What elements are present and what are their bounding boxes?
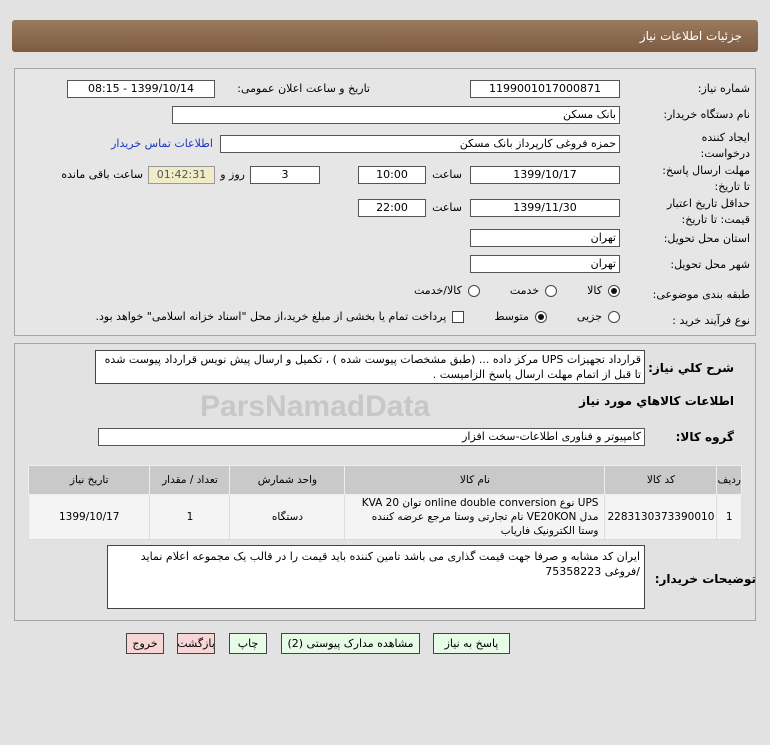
page-header: جزئیات اطلاعات نیاز (12, 20, 758, 52)
buyer-contact-link[interactable]: اطلاعات تماس خریدار (111, 137, 213, 150)
notes-label: توضیحات خریدار: (654, 572, 756, 586)
process-option-medium: متوسط (494, 310, 529, 323)
process-label: نوع فرآیند خرید : (672, 314, 750, 327)
print-button[interactable]: چاپ (229, 633, 267, 654)
remaining-label: ساعت باقی مانده (61, 168, 143, 181)
col-code: کد کالا (604, 465, 718, 495)
creator-label: ایجاد کننده درخواست: (700, 131, 750, 160)
category-option-goods: کالا (587, 284, 602, 297)
creator-field: حمزه فروغی کارپرداز بانک مسکن (220, 135, 620, 153)
deadline-time-field: 10:00 (358, 166, 426, 184)
validity-label: حداقل تاریخ اعتبار قیمت: تا تاریخ: (666, 197, 750, 226)
process-radio-minor[interactable] (608, 310, 620, 323)
city-label: شهر محل تحویل: (670, 258, 750, 271)
col-date: تاریخ نیاز (27, 465, 151, 495)
category-option-service: خدمت (509, 284, 540, 297)
need-number-label: شماره نیاز: (697, 82, 750, 95)
table-row: 1 2283130373390010 UPS نوع online double… (27, 494, 742, 540)
validity-time-field: 22:00 (358, 199, 426, 217)
category-radio-group: کالا خدمت کالا/خدمت (414, 284, 620, 297)
exit-button[interactable]: خروج (126, 633, 164, 654)
days-field: 3 (250, 166, 320, 184)
cell-code: 2283130373390010 (604, 494, 718, 540)
goods-table: ردیف کد کالا نام کالا واحد شمارش تعداد /… (27, 465, 742, 540)
goods-panel (14, 343, 756, 621)
watermark: ParsNamadData (200, 390, 431, 423)
cell-unit: دستگاه (229, 494, 346, 540)
page-title: جزئیات اطلاعات نیاز (639, 29, 742, 43)
cell-row: 1 (716, 494, 742, 540)
process-option-minor: جزیی (576, 310, 602, 323)
description-label: شرح کلي نیاز: (648, 361, 734, 375)
reply-button[interactable]: پاسخ به نیاز (433, 633, 510, 654)
notes-field: ایران کد مشابه و صرفا جهت قیمت گذاری می … (107, 545, 645, 609)
category-option-both: کالا/خدمت (414, 284, 462, 297)
category-label: طبقه بندی موضوعی: (652, 288, 750, 301)
col-qty: تعداد / مقدار (149, 465, 231, 495)
goods-section-title: اطلاعات کالاهاي مورد نیاز (579, 394, 734, 408)
cell-qty: 1 (149, 494, 231, 540)
deadline-time-label: ساعت (432, 168, 462, 181)
cell-name: UPS نوع online double conversion توان KV… (344, 494, 606, 540)
validity-time-label: ساعت (432, 201, 462, 214)
category-radio-both[interactable] (467, 284, 480, 297)
days-label: روز و (220, 168, 245, 181)
col-unit: واحد شمارش (229, 465, 346, 495)
remaining-time-field: 01:42:31 (148, 166, 215, 184)
announce-field: 1399/10/14 - 08:15 (67, 80, 215, 98)
province-field: تهران (470, 229, 620, 247)
treasury-checkbox[interactable] (452, 310, 465, 323)
payment-note: پرداخت تمام یا بخشی از مبلغ خرید،از محل … (95, 310, 447, 323)
province-label: استان محل تحویل: (663, 232, 750, 245)
attachments-button[interactable]: مشاهده مدارک پیوستی (2) (281, 633, 420, 654)
category-radio-goods[interactable] (608, 284, 620, 297)
city-field: تهران (470, 255, 620, 273)
buyer-field: بانک مسکن (172, 106, 620, 124)
cell-date: 1399/10/17 (27, 494, 151, 540)
process-radio-group: جزیی متوسط پرداخت تمام یا بخشی از مبلغ خ… (96, 310, 620, 323)
need-number-field: 1199001017000871 (470, 80, 620, 98)
back-button[interactable]: بازگشت (177, 633, 215, 654)
col-row: ردیف (716, 465, 742, 495)
deadline-date-field: 1399/10/17 (470, 166, 620, 184)
announce-label: تاریخ و ساعت اعلان عمومی: (237, 82, 370, 95)
process-radio-medium[interactable] (534, 310, 547, 323)
description-field: قرارداد تجهیزات UPS مرکز داده ... (طبق م… (95, 350, 645, 384)
validity-date-field: 1399/11/30 (470, 199, 620, 217)
goods-group-label: گروه کالا: (675, 430, 734, 444)
col-name: نام کالا (344, 465, 606, 495)
buyer-label: نام دستگاه خریدار: (663, 108, 750, 121)
category-radio-service[interactable] (545, 284, 558, 297)
deadline-label: مهلت ارسال پاسخ: تا تاریخ: (662, 164, 750, 193)
goods-group-field: کامپیوتر و فناوری اطلاعات-سخت افزار (98, 428, 645, 446)
